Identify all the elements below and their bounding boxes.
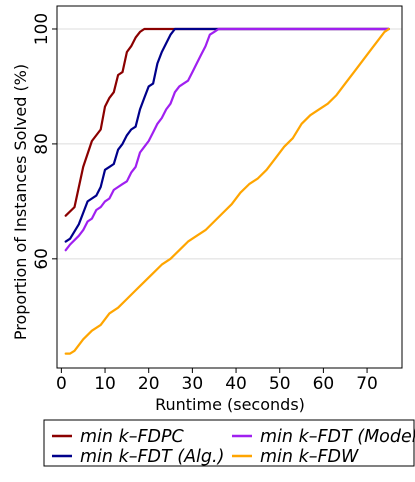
x-tick-label: 50 [269, 374, 291, 394]
series-line-3 [64, 27, 390, 252]
x-axis-ticks: 0 10 20 30 40 50 60 70 [56, 368, 378, 394]
y-tick-label: 60 [32, 248, 52, 270]
y-axis-ticks: 60 80 100 [32, 13, 57, 270]
legend-box [43, 419, 415, 467]
y-tick-label: 80 [32, 133, 52, 155]
x-tick-label: 70 [356, 374, 378, 394]
x-tick-label: 20 [138, 374, 160, 394]
x-tick-label: 40 [225, 374, 247, 394]
legend-label-3: min k–FDT (Model) [260, 427, 415, 447]
x-tick-label: 0 [56, 374, 67, 394]
series-lines [64, 27, 390, 355]
x-tick-label: 30 [182, 374, 204, 394]
legend-label-2: min k–FDT (Alg.) [80, 447, 224, 467]
x-tick-label: 60 [313, 374, 335, 394]
x-axis-label: Runtime (seconds) [155, 395, 305, 414]
legend-label-4: min k–FDW [260, 447, 359, 467]
x-tick-label: 10 [94, 374, 116, 394]
plot-frame [56, 5, 403, 369]
series-line-1 [64, 27, 390, 217]
series-line-2 [64, 27, 390, 243]
legend-label-1: min k–FDPC [80, 427, 185, 447]
y-axis-label: Proportion of Instances Solved (%) [11, 64, 30, 340]
series-line-4 [64, 27, 390, 355]
y-tick-label: 100 [32, 13, 52, 45]
